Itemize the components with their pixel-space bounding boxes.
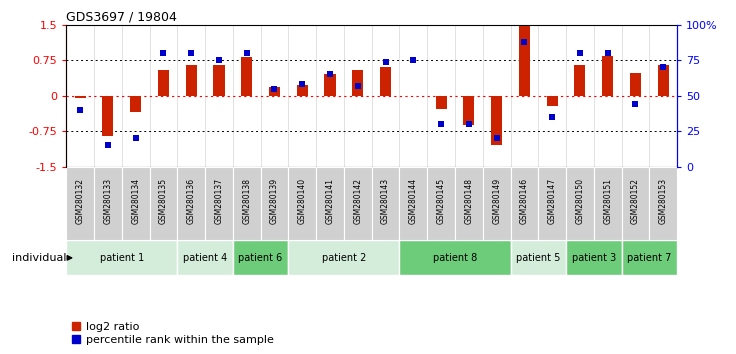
Text: GSM280134: GSM280134	[131, 178, 140, 224]
Text: patient 8: patient 8	[433, 253, 477, 263]
Legend: log2 ratio, percentile rank within the sample: log2 ratio, percentile rank within the s…	[72, 321, 274, 345]
Bar	[289, 167, 316, 240]
Bar	[344, 167, 372, 240]
Bar	[372, 167, 400, 240]
Text: GSM280133: GSM280133	[103, 178, 113, 224]
Bar	[491, 96, 502, 145]
Bar	[325, 74, 336, 96]
Bar	[94, 167, 121, 240]
Bar	[566, 167, 594, 240]
Bar	[205, 167, 233, 240]
Bar	[233, 167, 261, 240]
Text: GSM280139: GSM280139	[270, 178, 279, 224]
Text: patient 3: patient 3	[572, 253, 616, 263]
Bar	[102, 96, 113, 136]
Bar	[464, 96, 475, 125]
Bar	[400, 167, 427, 240]
Bar	[130, 96, 141, 112]
Bar	[630, 73, 641, 96]
Bar	[233, 240, 289, 275]
Bar	[158, 70, 169, 96]
Text: GSM280132: GSM280132	[76, 178, 85, 224]
Text: GSM280140: GSM280140	[298, 178, 307, 224]
Bar	[455, 167, 483, 240]
Bar	[289, 240, 400, 275]
Bar	[574, 65, 586, 96]
Bar	[177, 167, 205, 240]
Bar	[66, 240, 177, 275]
Bar	[427, 167, 455, 240]
Text: patient 2: patient 2	[322, 253, 366, 263]
Bar	[622, 240, 677, 275]
Text: GSM280136: GSM280136	[187, 178, 196, 224]
Bar	[380, 67, 391, 96]
Text: GSM280149: GSM280149	[492, 178, 501, 224]
Text: GSM280148: GSM280148	[464, 178, 473, 224]
Text: GSM280147: GSM280147	[548, 178, 556, 224]
Text: GSM280141: GSM280141	[325, 178, 335, 224]
Bar	[649, 167, 677, 240]
Bar	[316, 167, 344, 240]
Bar	[121, 167, 149, 240]
Text: GSM280152: GSM280152	[631, 178, 640, 224]
Bar	[149, 167, 177, 240]
Text: GSM280150: GSM280150	[576, 178, 584, 224]
Bar	[658, 65, 669, 96]
Bar	[511, 240, 566, 275]
Bar	[66, 167, 94, 240]
Text: patient 6: patient 6	[238, 253, 283, 263]
Bar	[353, 70, 364, 96]
Bar	[547, 96, 558, 106]
Text: GSM280151: GSM280151	[604, 178, 612, 224]
Bar	[177, 240, 233, 275]
Text: GSM280146: GSM280146	[520, 178, 529, 224]
Bar	[241, 57, 252, 96]
Bar	[483, 167, 511, 240]
Bar	[261, 167, 289, 240]
Bar	[566, 240, 622, 275]
Bar	[519, 26, 530, 96]
Bar	[213, 65, 224, 96]
Text: GSM280153: GSM280153	[659, 178, 668, 224]
Bar	[622, 167, 649, 240]
Text: GSM280145: GSM280145	[436, 178, 445, 224]
Text: GSM280135: GSM280135	[159, 178, 168, 224]
Text: individual: individual	[12, 253, 66, 263]
Bar	[511, 167, 538, 240]
Bar	[400, 240, 511, 275]
Text: GSM280143: GSM280143	[381, 178, 390, 224]
Text: GDS3697 / 19804: GDS3697 / 19804	[66, 11, 177, 24]
Text: GSM280138: GSM280138	[242, 178, 251, 224]
Bar	[185, 65, 197, 96]
Bar	[74, 96, 85, 98]
Text: patient 7: patient 7	[627, 253, 671, 263]
Bar	[297, 85, 308, 96]
Text: patient 4: patient 4	[183, 253, 227, 263]
Text: patient 1: patient 1	[99, 253, 144, 263]
Text: GSM280142: GSM280142	[353, 178, 362, 224]
Text: GSM280137: GSM280137	[214, 178, 224, 224]
Bar	[269, 87, 280, 96]
Bar	[436, 96, 447, 109]
Text: GSM280144: GSM280144	[408, 178, 418, 224]
Text: patient 5: patient 5	[516, 253, 561, 263]
Bar	[538, 167, 566, 240]
Bar	[594, 167, 622, 240]
Bar	[602, 56, 613, 96]
